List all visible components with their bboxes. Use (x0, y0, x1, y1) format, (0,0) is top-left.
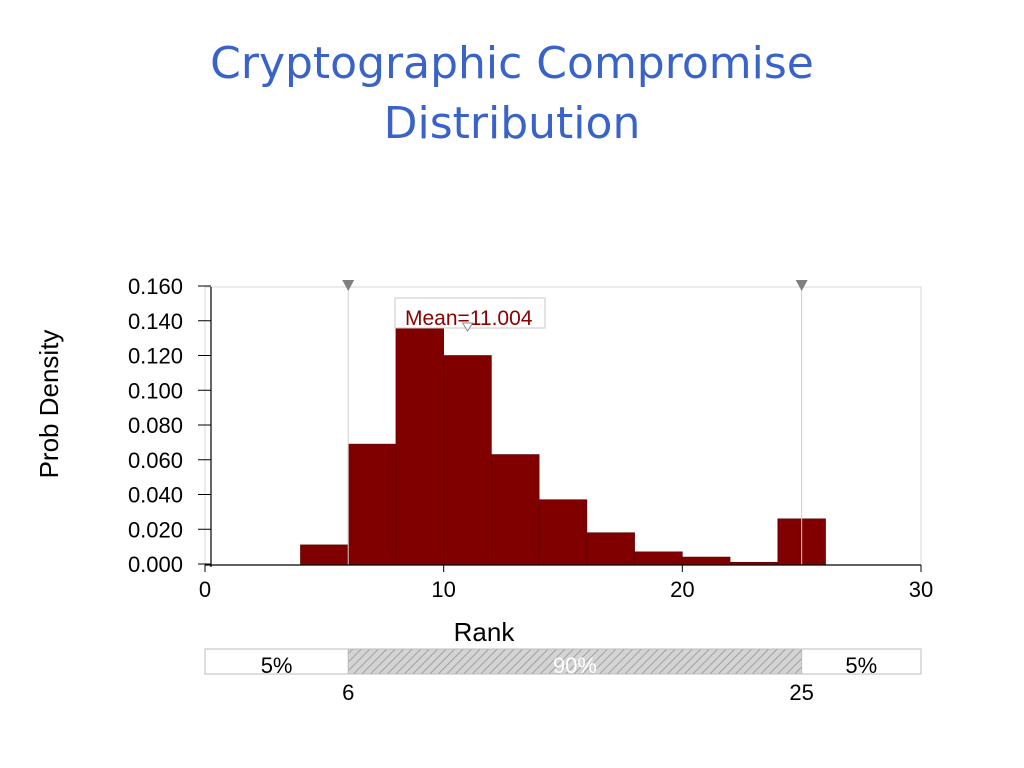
y-axis-title: Prob Density (34, 330, 64, 479)
histogram-bar-2 (395, 322, 444, 566)
y-tick-label-0: 0.000 (128, 552, 183, 577)
x-axis-title: Rank (454, 617, 516, 647)
x-tick-label-3: 30 (909, 577, 933, 602)
percentile-marker-icon-0[interactable] (342, 280, 355, 291)
y-tick-label-6: 0.120 (128, 344, 183, 369)
histogram-bar-7 (634, 551, 683, 566)
histogram-bar-3 (443, 355, 492, 566)
percentile-markers (342, 280, 808, 291)
x-tick-label-0: 0 (199, 577, 211, 602)
band-left-percent: 5% (261, 653, 293, 678)
histogram-bar-8 (682, 556, 731, 566)
y-tick-label-3: 0.060 (128, 448, 183, 473)
y-tick-label-2: 0.040 (128, 483, 183, 508)
percentile-marker-lines (347, 287, 803, 565)
y-tick-label-4: 0.080 (128, 413, 183, 438)
slide-title: Cryptographic Compromise Distribution (0, 34, 1024, 154)
band-right-percent: 5% (845, 653, 877, 678)
mean-annotation: Mean=11.004 (394, 297, 546, 332)
slide-title-line-2: Distribution (383, 98, 641, 149)
histogram-bar-1 (347, 443, 397, 566)
y-axis-ticks: 0.000 0.020 0.040 0.060 0.080 0.100 0.120 0.140… (128, 274, 211, 577)
slide-title-line-1: Cryptographic Compromise (210, 38, 814, 89)
confidence-band-middle (347, 648, 803, 675)
x-axis-ticks: 0 10 20 30 (199, 565, 933, 602)
y-tick-label-1: 0.020 (128, 517, 183, 542)
y-tick-label-7: 0.140 (128, 309, 183, 334)
band-right-value: 25 (789, 680, 813, 705)
histogram-bar-5 (538, 499, 588, 566)
axes (205, 287, 921, 567)
y-tick-label-8: 0.160 (128, 274, 183, 299)
mean-label: Mean=11.004 (405, 307, 533, 330)
mean-pointer-icon (461, 322, 474, 332)
histogram-bar-0 (300, 544, 349, 566)
band-left-value: 6 (342, 680, 354, 705)
percentile-marker-icon-1[interactable] (795, 280, 808, 291)
x-tick-label-1: 10 (431, 577, 455, 602)
histogram-bar-4 (491, 454, 540, 566)
x-tick-label-2: 20 (670, 577, 694, 602)
band-middle-percent: 90% (553, 653, 597, 678)
histogram-bar-6 (586, 532, 635, 566)
confidence-band: 5% 90% 5% 6 25 (204, 648, 922, 705)
y-tick-label-5: 0.100 (128, 378, 183, 403)
